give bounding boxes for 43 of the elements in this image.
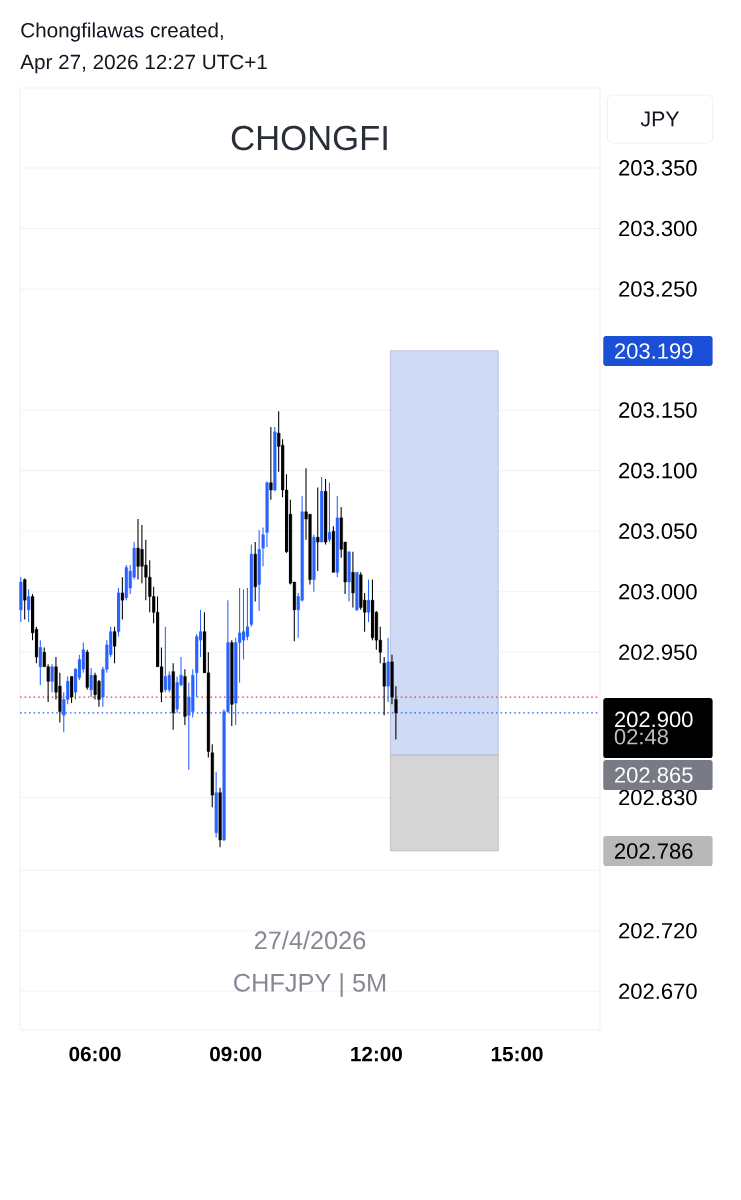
- candlestick: [241, 588, 246, 661]
- x-tick-label: 06:00: [69, 1046, 121, 1062]
- candlestick: [167, 671, 171, 693]
- y-tick-label: 202.670: [619, 983, 697, 1000]
- candlestick: [50, 663, 54, 693]
- candlestick: [163, 626, 168, 693]
- x-tick-label: 15:00: [491, 1046, 543, 1062]
- candlestick: [316, 487, 320, 572]
- candlestick: [38, 639, 42, 686]
- candlestick: [26, 588, 31, 623]
- text: 202.865: [615, 767, 693, 783]
- candlestick: [351, 551, 355, 608]
- y-axis-title: JPY: [640, 111, 680, 127]
- text: 02:48: [614, 728, 669, 745]
- x-tick-label: 12:00: [351, 1046, 402, 1062]
- candlestick: [89, 667, 93, 698]
- ref-line-label: 202.900: [615, 711, 693, 728]
- y-tick-label: 203.300: [619, 220, 697, 237]
- candlestick: [269, 426, 273, 501]
- text: CHONGFI: [231, 125, 387, 151]
- text: Chongfilawas created,: [21, 22, 223, 42]
- x-tick-label: 09:00: [210, 1046, 262, 1062]
- y-tick-label: 203.000: [619, 583, 697, 600]
- text: Apr 27, 2026 12:27 UTC+1: [20, 54, 267, 74]
- y-tick-label: 202.830: [619, 789, 697, 806]
- y-tick-label: 202.720: [619, 922, 697, 939]
- candlestick: [382, 656, 386, 716]
- candlestick: [120, 576, 125, 621]
- candlestick: [81, 642, 85, 674]
- y-tick-label: 203.150: [619, 402, 697, 418]
- y-tick-label: 203.350: [619, 160, 697, 176]
- candlestick: [366, 579, 371, 623]
- candlestick: [23, 577, 27, 621]
- text: 202.786: [615, 843, 693, 859]
- candlestick: [327, 482, 332, 543]
- y-tick-label: 203.100: [619, 462, 697, 479]
- text: 203.199: [615, 343, 693, 359]
- y-tick-label: 203.250: [619, 281, 697, 297]
- candlestick: [136, 518, 140, 581]
- y-tick-label: 203.050: [619, 523, 697, 539]
- y-tick-label: 202.950: [619, 644, 697, 661]
- annotation: 27/4/2026: [254, 930, 366, 950]
- annotation: CHFJPY | 5M: [234, 973, 386, 997]
